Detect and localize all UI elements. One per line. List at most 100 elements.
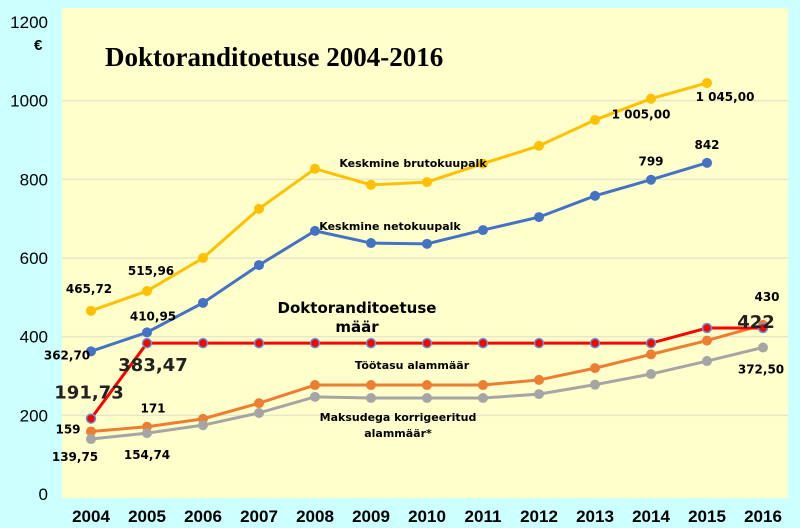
data-point	[702, 157, 712, 168]
y-tick-label: 1200	[10, 13, 48, 32]
x-tick-label: 2009	[352, 507, 390, 526]
data-point	[478, 393, 488, 404]
data-point	[254, 407, 264, 418]
data-label: 410,95	[130, 309, 176, 323]
data-point	[757, 322, 769, 334]
data-point	[366, 380, 376, 391]
data-label: 1 045,00	[696, 90, 755, 104]
y-axis-label: €	[34, 37, 43, 54]
plot-area	[62, 8, 788, 498]
data-point	[590, 379, 600, 390]
data-label: 154,74	[124, 448, 170, 462]
y-tick-label: 1000	[10, 92, 48, 111]
data-point	[589, 337, 601, 349]
data-point	[646, 93, 656, 104]
data-label: 842	[694, 138, 719, 152]
data-point	[702, 335, 712, 346]
series-line	[90, 161, 708, 353]
data-label: 799	[638, 155, 663, 169]
x-tick-label: 2012	[520, 507, 558, 526]
x-tick-label: 2013	[576, 507, 614, 526]
data-point	[198, 297, 208, 308]
data-point	[534, 140, 544, 151]
data-point	[478, 380, 488, 391]
data-point	[422, 177, 432, 188]
data-point	[86, 426, 96, 437]
data-point	[646, 174, 656, 185]
x-tick-label: 2007	[240, 507, 278, 526]
data-point	[310, 391, 320, 402]
data-point	[254, 260, 264, 271]
data-point	[366, 238, 376, 249]
data-label: 465,72	[66, 282, 112, 296]
data-point	[533, 337, 545, 349]
data-point	[421, 337, 433, 349]
series-annotation: määr	[335, 318, 379, 336]
data-point	[254, 203, 264, 214]
series-annotation: Doktoranditoetuse	[278, 299, 437, 317]
data-point	[646, 369, 656, 380]
data-point	[86, 346, 96, 357]
data-label: 139,75	[52, 450, 98, 464]
data-point	[701, 322, 713, 334]
data-label: 383,47	[118, 355, 187, 376]
data-point	[590, 114, 600, 125]
x-tick-label: 2004	[72, 507, 110, 526]
data-label: 430	[754, 290, 779, 304]
x-tick-label: 2005	[128, 507, 166, 526]
data-point	[422, 380, 432, 391]
data-point	[254, 398, 264, 409]
data-point	[198, 420, 208, 431]
data-point	[141, 337, 153, 349]
data-point	[422, 393, 432, 404]
y-tick-label: 400	[20, 328, 48, 347]
data-label: 515,96	[128, 264, 174, 278]
data-point	[758, 342, 768, 353]
data-point	[198, 253, 208, 263]
data-point	[646, 349, 656, 360]
data-label: 372,50	[738, 362, 784, 376]
data-label: 191,73	[54, 383, 123, 404]
y-tick-label: 800	[20, 170, 48, 189]
data-point	[142, 428, 152, 439]
series-annotation: Keskmine netokuupalk	[319, 220, 461, 233]
data-point	[534, 389, 544, 400]
data-label: 1 005,00	[612, 108, 671, 122]
x-tick-label: 2006	[184, 507, 222, 526]
data-point	[590, 190, 600, 201]
x-tick-label: 2008	[296, 507, 334, 526]
data-point	[197, 337, 209, 349]
series-annotation: alammäär*	[364, 427, 432, 440]
x-tick-label: 2011	[465, 507, 502, 526]
data-point	[478, 158, 488, 169]
data-point	[534, 212, 544, 223]
data-point	[310, 225, 320, 236]
data-point	[310, 380, 320, 391]
data-point	[590, 363, 600, 374]
data-label: 422	[737, 312, 775, 333]
data-point	[253, 337, 265, 349]
x-tick-label: 2014	[632, 507, 670, 526]
data-point	[310, 163, 320, 174]
x-tick-label: 2010	[408, 507, 446, 526]
y-tick-label: 200	[20, 406, 48, 425]
data-label: 171	[140, 402, 165, 416]
data-label: 159	[55, 422, 80, 436]
data-point	[422, 238, 432, 249]
series-line	[90, 81, 708, 313]
x-tick-label: 2016	[744, 507, 782, 526]
data-label: 362,70	[44, 348, 90, 362]
x-tick-label: 2015	[688, 507, 726, 526]
chart-title: Doktoranditoetuse 2004-2016	[105, 42, 444, 72]
y-tick-label: 0	[39, 485, 48, 504]
data-point	[645, 337, 657, 349]
y-tick-label: 600	[20, 249, 48, 268]
data-point	[534, 374, 544, 385]
data-point	[477, 337, 489, 349]
data-point	[366, 393, 376, 404]
series-annotation: Töötasu alammäär	[355, 359, 470, 372]
data-point	[86, 434, 96, 445]
data-point	[85, 413, 97, 424]
